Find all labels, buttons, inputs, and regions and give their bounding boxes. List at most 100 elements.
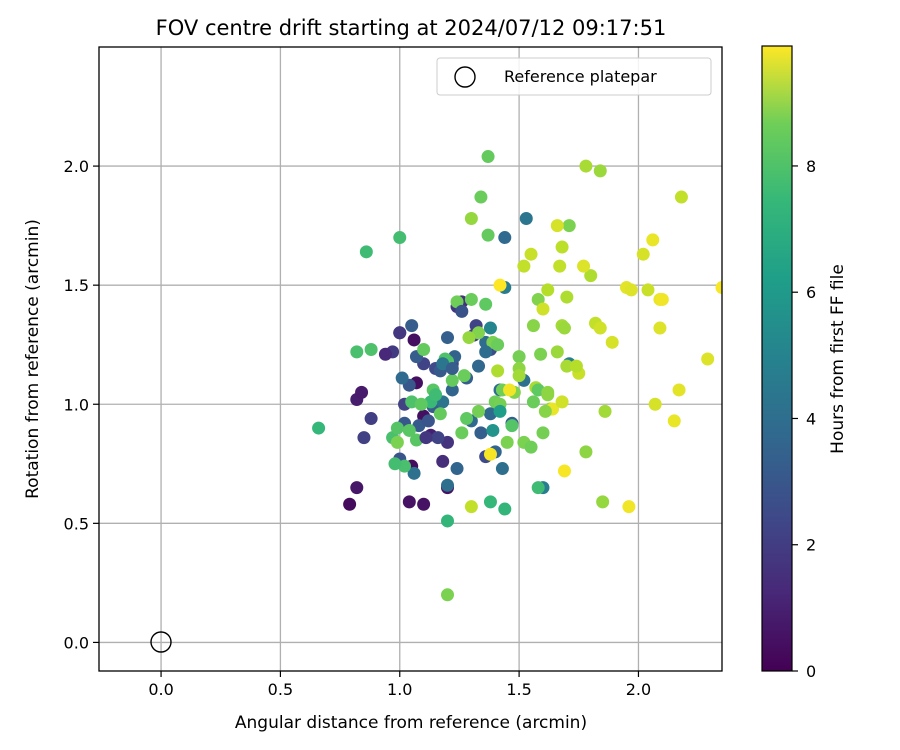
colorbar-tick-label: 8 [806, 157, 816, 176]
legend-entry-reference-platepar: Reference platepar [504, 67, 657, 86]
data-point [622, 500, 636, 514]
data-point [359, 245, 373, 259]
data-point [579, 445, 593, 459]
data-point [421, 414, 435, 428]
y-tick-label: 2.0 [64, 157, 89, 176]
data-point [524, 440, 538, 454]
data-point [526, 319, 540, 333]
data-point [577, 259, 591, 273]
data-point [541, 385, 555, 399]
data-point [505, 419, 519, 433]
data-point [378, 347, 392, 361]
data-point [481, 228, 495, 242]
data-point [364, 342, 378, 356]
data-point [555, 240, 569, 254]
data-point [598, 404, 612, 418]
y-axis-label: Rotation from reference (arcmin) [23, 219, 43, 499]
data-point [431, 431, 445, 445]
colorbar-ticks: 0 2 4 6 8 [792, 157, 816, 681]
data-point [641, 283, 655, 297]
data-point [445, 362, 459, 376]
plot-area-frame [98, 46, 723, 672]
data-point [464, 500, 478, 514]
chart-title: FOV centre drift starting at 2024/07/12 … [156, 16, 667, 40]
reference-platepar-marker [150, 631, 172, 653]
data-point [596, 495, 610, 509]
data-point [350, 481, 364, 495]
data-point [593, 321, 607, 335]
data-point [524, 247, 538, 261]
data-point [653, 321, 667, 335]
data-point [355, 385, 369, 399]
data-point [500, 435, 514, 449]
data-point [440, 588, 454, 602]
data-point [701, 352, 715, 366]
data-point [562, 219, 576, 233]
data-point [512, 369, 526, 383]
data-point [417, 342, 431, 356]
colorbar: 0 2 4 6 8 Hours from first FF file [761, 45, 848, 681]
data-point [436, 454, 450, 468]
data-point [648, 397, 662, 411]
data-point [555, 395, 569, 409]
data-point [474, 190, 488, 204]
data-points [312, 150, 722, 602]
data-point [531, 481, 545, 495]
data-point [457, 369, 471, 383]
data-point [569, 359, 583, 373]
data-point [350, 345, 364, 359]
y-tick-label: 0.0 [64, 633, 89, 652]
data-point [550, 345, 564, 359]
data-point [395, 371, 409, 385]
data-point [429, 388, 443, 402]
data-point [512, 350, 526, 364]
data-point [674, 190, 688, 204]
data-point [407, 333, 421, 347]
data-point [462, 331, 476, 345]
data-point [517, 259, 531, 273]
data-point [483, 447, 497, 461]
data-point [483, 321, 497, 335]
data-point [560, 359, 574, 373]
x-tick-label: 1.5 [506, 680, 531, 699]
data-point [636, 247, 650, 261]
colorbar-gradient [761, 45, 793, 672]
data-point [433, 407, 447, 421]
data-point [450, 462, 464, 476]
data-point [483, 495, 497, 509]
y-tick-label: 0.5 [64, 514, 89, 533]
data-point [455, 304, 469, 318]
data-point [557, 321, 571, 335]
data-point [464, 292, 478, 306]
data-point [646, 233, 660, 247]
grid [99, 47, 722, 671]
data-point [560, 290, 574, 304]
data-point [388, 457, 402, 471]
data-point [472, 359, 486, 373]
legend-box [436, 57, 712, 96]
y-axis-ticks: 0.0 0.5 1.0 1.5 2.0 [64, 157, 99, 652]
data-point [405, 319, 419, 333]
y-tick-label: 1.0 [64, 395, 89, 414]
data-point [479, 297, 493, 311]
data-point [402, 495, 416, 509]
data-point [495, 462, 509, 476]
x-tick-label: 1.0 [387, 680, 412, 699]
x-tick-label: 0.0 [148, 680, 173, 699]
data-point [445, 383, 459, 397]
data-point [364, 412, 378, 426]
data-point [541, 283, 555, 297]
data-point [481, 150, 495, 164]
data-point [440, 514, 454, 528]
data-point [414, 397, 428, 411]
data-point [343, 497, 357, 511]
data-point [579, 159, 593, 173]
data-point [390, 421, 404, 435]
data-point [655, 292, 669, 306]
data-point [536, 302, 550, 316]
data-point [472, 404, 486, 418]
data-point [667, 414, 681, 428]
data-point [715, 281, 722, 295]
data-point [390, 435, 404, 449]
